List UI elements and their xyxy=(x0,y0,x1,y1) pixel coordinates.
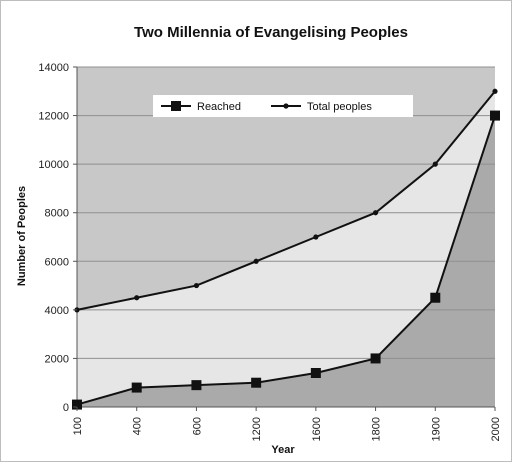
legend-marker-reached xyxy=(171,101,181,111)
x-axis-label: Year xyxy=(271,444,295,456)
point-reached xyxy=(370,353,381,364)
area-under-reached xyxy=(77,115,495,408)
x-tick-label: 1900 xyxy=(430,417,442,441)
point-total-peoples xyxy=(134,295,140,301)
point-total-peoples xyxy=(193,282,200,289)
y-axis-label: Number of Peoples xyxy=(16,186,28,286)
point-reached xyxy=(131,382,142,393)
chart-title: Two Millennia of Evangelising Peoples xyxy=(134,24,408,41)
y-tick-label: 10000 xyxy=(38,159,69,171)
series-line-total-peoples xyxy=(76,90,496,311)
legend-marker-total-peoples xyxy=(283,103,289,109)
y-tick-label: 4000 xyxy=(45,305,69,317)
y-tick-label: 2000 xyxy=(45,353,69,365)
series-line-reached xyxy=(76,115,496,406)
legend-label-total-peoples: Total peoples xyxy=(307,101,372,113)
plot-area xyxy=(72,66,500,410)
legend-label-reached: Reached xyxy=(197,101,241,113)
x-tick-label: 600 xyxy=(191,417,203,435)
y-axis-ticks: 0 2000 4000 6000 8000 10000 12000 14000 xyxy=(38,62,77,414)
x-tick-label: 100 xyxy=(72,417,84,435)
y-tick-label: 8000 xyxy=(45,208,69,220)
point-reached xyxy=(430,292,441,303)
point-total-peoples xyxy=(253,258,259,264)
point-reached xyxy=(191,380,202,391)
point-reached xyxy=(72,399,82,410)
point-total-peoples xyxy=(492,88,498,94)
legend: Reached Total peoples xyxy=(153,95,413,117)
point-reached xyxy=(490,110,500,121)
x-tick-label: 1800 xyxy=(371,417,383,441)
point-total-peoples xyxy=(432,161,438,167)
x-tick-label: 1600 xyxy=(311,417,323,441)
point-total-peoples xyxy=(372,210,379,216)
x-axis-ticks: 100 400 600 1200 1600 1800 1900 2000 xyxy=(72,407,502,441)
y-tick-label: 6000 xyxy=(45,256,69,268)
point-reached xyxy=(251,377,262,388)
x-tick-label: 400 xyxy=(132,417,144,435)
area-between-series xyxy=(77,91,495,405)
point-total-peoples xyxy=(313,234,319,240)
x-tick-label: 2000 xyxy=(490,417,502,441)
x-tick-label: 1200 xyxy=(251,417,263,441)
y-tick-label: 12000 xyxy=(38,111,69,123)
y-tick-label: 0 xyxy=(63,402,69,414)
y-tick-label: 14000 xyxy=(38,62,69,74)
point-reached xyxy=(310,368,321,378)
